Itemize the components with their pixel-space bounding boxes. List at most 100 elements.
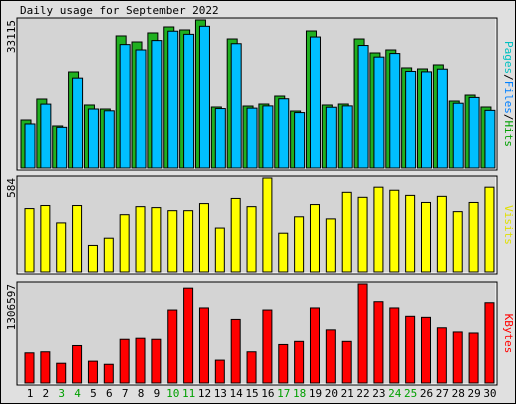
x-tick-label: 29 [467,387,480,400]
x-tick-label: 26 [420,387,433,400]
bar [246,351,257,384]
x-tick-label: 13 [214,387,227,400]
bar [135,206,146,273]
bar [373,56,385,169]
bar [119,44,131,169]
bar [452,331,463,384]
bar [341,340,352,384]
bar [167,30,179,169]
bar [72,344,83,384]
bar [230,318,241,384]
bar [484,186,495,273]
bar [246,107,258,169]
bar [87,360,98,384]
bar [341,191,352,273]
x-tick-label: 25 [404,387,417,400]
x-tick-label: 19 [309,387,322,400]
legend-entry: / [502,74,515,81]
bar [484,109,496,169]
bar [87,108,99,169]
bar [325,329,336,384]
x-tick-label: 22 [356,387,369,400]
bar [151,207,162,273]
bar [278,98,290,169]
bar [24,123,36,169]
bar [278,232,289,273]
x-tick-label: 17 [277,387,290,400]
bar [278,343,289,384]
legend: Visits [502,205,515,245]
bar [405,70,417,169]
bar [56,126,68,169]
x-tick-label: 23 [372,387,385,400]
x-tick-label: 10 [166,387,179,400]
x-tick-label: 15 [245,387,258,400]
bar [452,211,463,273]
bar [262,177,273,273]
bar [294,112,306,169]
bar [389,53,401,169]
bar [294,340,305,384]
x-tick-label: 27 [436,387,449,400]
x-tick-label: 7 [122,387,129,400]
bar [230,197,241,273]
legend-entry: Pages [502,41,515,74]
x-tick-label: 9 [154,387,161,400]
y-tick-label: 584 [5,178,18,198]
legend-entry: Files [502,81,515,114]
x-tick-label: 5 [90,387,97,400]
bar [151,40,163,169]
x-tick-label: 21 [341,387,354,400]
legend-entry: / [502,114,515,121]
bar [357,45,369,169]
x-tick-label: 4 [74,387,81,400]
x-tick-label: 18 [293,387,306,400]
bar [214,359,225,384]
bar [405,315,416,384]
bar [246,206,257,273]
bar [341,105,353,169]
x-tick-label: 11 [182,387,195,400]
bar [405,194,416,273]
chart-title: Daily usage for September 2022 [20,4,219,17]
x-tick-label: 28 [452,387,465,400]
bar [389,307,400,384]
y-tick-label: 1306597 [5,284,18,330]
bar [56,222,67,273]
bar [230,43,242,169]
bar [56,362,67,384]
bar [119,338,130,384]
bar [103,363,114,384]
bar [72,77,84,169]
bar [436,68,448,169]
legend-entry: KBytes [502,314,515,354]
bar [214,227,225,273]
legend: Pages/Files/Hits [502,41,515,147]
bar [309,204,320,273]
bar [135,337,146,384]
x-tick-label: 20 [325,387,338,400]
legend-entry: Visits [502,205,515,245]
bar [452,102,464,169]
bar [325,106,337,169]
bar [421,71,432,169]
bar [40,351,51,384]
bar [151,338,162,384]
bar [40,205,51,273]
x-tick-label: 2 [43,387,50,400]
bar [436,327,447,384]
bar [40,103,52,169]
y-tick-label: 33115 [5,20,18,53]
bar [357,196,368,273]
bar [421,316,431,384]
bar [119,214,130,273]
bar [468,201,479,273]
bar [103,110,115,169]
bar [167,210,178,273]
x-tick-label: 8 [138,387,145,400]
bar [468,96,480,169]
bar [103,237,114,273]
x-tick-label: 24 [388,387,402,400]
bar [373,301,384,384]
